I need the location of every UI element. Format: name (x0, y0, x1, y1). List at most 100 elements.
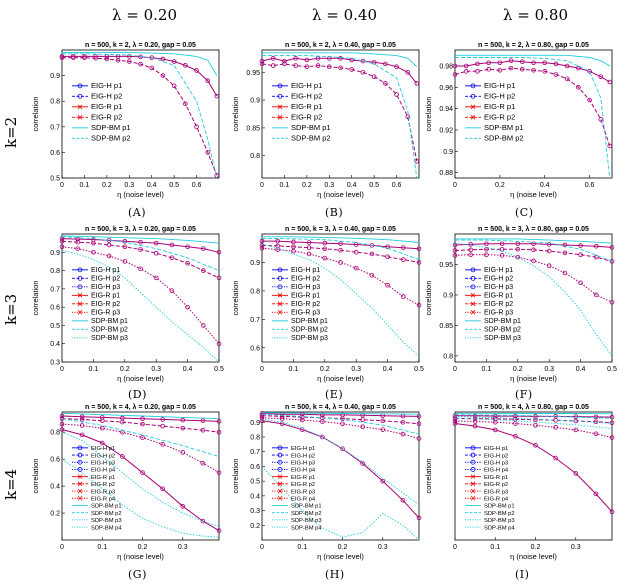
legend-entry: EIG-R p3 (91, 310, 120, 317)
y-axis-label: correlation (31, 280, 40, 315)
legend-entry: SDP-BM p4 (91, 525, 122, 531)
series-point-p2 (400, 419, 406, 425)
legend-entry: SDP-BM p3 (291, 518, 322, 524)
series-line-sdp1 (61, 412, 220, 420)
series-point-p2 (200, 427, 206, 433)
series-point-p3 (59, 244, 65, 250)
legend-entry: EIG-R p2 (91, 482, 115, 488)
series-point-p2 (463, 69, 469, 74)
x-tick-label: 0.2 (513, 366, 523, 373)
series-point-p3 (306, 251, 312, 257)
series-point-p2 (380, 418, 386, 424)
series-line-p2 (261, 63, 418, 162)
plot-frame (454, 233, 613, 363)
series-line-sdp4 (261, 466, 420, 541)
legend-entry: EIG-H p2 (291, 92, 322, 101)
legend-entry: EIG-R p3 (484, 310, 513, 317)
x-tick-label: 0 (260, 544, 264, 551)
series-point-p1 (416, 246, 422, 252)
chart-E: n = 500, k = 3, λ = 0.40, gap = 0.05 0 0.1… (231, 225, 424, 383)
legend-entry: SDP-BM p3 (291, 335, 328, 342)
series-point-p2 (315, 63, 321, 68)
column-header-lambda-020: λ = 0.20 (112, 6, 178, 24)
series-point-p2 (259, 61, 265, 67)
series-line-p1 (261, 57, 418, 84)
x-tick-label: 0.5 (369, 182, 379, 189)
series-point-p2 (216, 275, 222, 281)
x-tick-label: 0.2 (338, 544, 348, 551)
x-tick-label: 0 (453, 544, 457, 551)
legend-entry: EIG-R p2 (484, 482, 508, 488)
series-point-p2 (499, 246, 505, 252)
legend-entry: EIG-R p4 (91, 497, 116, 503)
x-tick-label: 0.3 (571, 544, 581, 551)
x-axis-label: η (noise level) (510, 374, 557, 383)
series-point-p3 (106, 253, 112, 259)
column-header-lambda-080: λ = 0.80 (503, 6, 569, 24)
legend-entry: EIG-R p1 (91, 293, 120, 300)
series-line-p4 (261, 420, 420, 519)
chart-G: n = 500, k = 4, λ = 0.20, gap = 0.05 0 0.1… (31, 403, 222, 561)
series-point-p2 (508, 65, 514, 71)
y-tick-label: 0.5 (50, 176, 60, 183)
series-point-p1 (353, 242, 359, 247)
series-point-p1 (452, 63, 458, 69)
legend-entry: EIG-H p1 (291, 267, 320, 274)
x-tick-label: 0.4 (540, 182, 550, 189)
y-tick-label: 0.96 (439, 85, 453, 92)
series-point-p4 (299, 427, 305, 432)
series-point-p3 (594, 292, 599, 298)
series-point-p1 (171, 59, 177, 64)
legend-entry: EIG-R p2 (91, 301, 120, 308)
x-tick-label: 0.3 (124, 182, 134, 189)
series-point-p4 (360, 461, 365, 466)
series-point-p1 (59, 236, 65, 241)
caption-E: (E) (325, 388, 344, 401)
series-point-p2 (104, 56, 110, 62)
y-tick-label: 0.7 (50, 124, 60, 131)
y-tick-label: 0.6 (250, 345, 260, 352)
series-line-sdp1 (262, 236, 420, 243)
legend-entry: SDP-BM p2 (291, 511, 322, 517)
y-tick-label: 0.8 (250, 153, 260, 160)
series-point-p3 (546, 263, 552, 268)
series-line-sdp4 (454, 417, 613, 430)
series-point-p2 (299, 414, 305, 420)
series-point-p2 (201, 268, 206, 273)
legend-entry: EIG-H p1 (91, 267, 120, 274)
series-point-p2 (515, 246, 521, 252)
legend-entry: EIG-R p1 (291, 293, 320, 300)
legend-entry: EIG-H p2 (484, 92, 515, 101)
legend-entry: EIG-R p4 (484, 497, 509, 503)
legend-entry: SDP-BM p3 (484, 335, 521, 342)
series-point-p2 (531, 67, 536, 73)
x-tick-label: 0.3 (544, 366, 554, 373)
series-line-sdp1 (262, 52, 418, 68)
series-point-p1 (383, 61, 388, 67)
series-point-p3 (322, 255, 328, 261)
series-line-sdp3 (454, 416, 613, 424)
legend-entry: SDP-BM p3 (484, 518, 515, 524)
series-line-sdp4 (61, 458, 220, 538)
series-point-p3 (472, 419, 478, 424)
legend-entry: EIG-H p3 (291, 461, 315, 467)
legend-entry: EIG-H p2 (484, 276, 513, 283)
series-point-p2 (468, 247, 474, 253)
x-axis-label: η (noise level) (317, 552, 364, 561)
series-point-p2 (149, 65, 155, 71)
chart-title: n = 500, k = 2, λ = 0.40, gap = 0.05 (285, 41, 396, 49)
caption-A: (A) (128, 206, 147, 219)
legend-entry: EIG-H p1 (91, 81, 122, 90)
chart-title: n = 500, k = 2, λ = 0.80, gap = 0.05 (478, 41, 589, 49)
series-point-p3 (515, 254, 521, 260)
y-tick-label: 0.2 (250, 523, 260, 530)
series-point-p2 (587, 97, 592, 103)
series-point-p2 (609, 259, 615, 264)
legend-entry: EIG-R p1 (91, 475, 115, 481)
x-tick-label: 0.3 (378, 544, 388, 551)
series-point-p4 (609, 509, 615, 515)
series-point-p3 (400, 431, 406, 437)
y-tick-label: 0.7 (250, 317, 260, 324)
x-tick-label: 0 (453, 366, 457, 373)
